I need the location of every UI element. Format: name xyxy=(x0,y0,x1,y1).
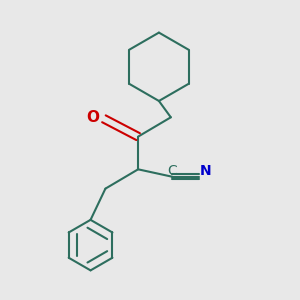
Text: N: N xyxy=(200,164,212,178)
Text: C: C xyxy=(167,164,177,178)
Text: O: O xyxy=(86,110,99,125)
